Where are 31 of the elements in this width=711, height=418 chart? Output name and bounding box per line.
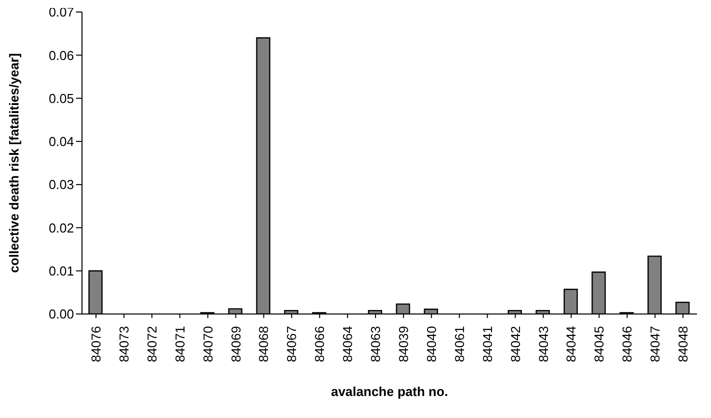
x-tick-label: 84047 [648, 326, 663, 362]
x-tick-label: 84063 [368, 326, 384, 362]
x-tick-label: 84070 [200, 326, 216, 362]
x-tick-label: 84046 [620, 326, 635, 362]
y-tick-label: 0.01 [48, 263, 74, 278]
x-tick-label: 84039 [396, 326, 411, 362]
x-tick-label: 84048 [676, 326, 691, 362]
x-tick-label: 84061 [452, 326, 467, 362]
x-tick-label: 84072 [144, 326, 160, 362]
x-tick-label: 84042 [508, 326, 523, 362]
x-tick-label: 84068 [256, 326, 272, 362]
x-tick-label: 84067 [284, 326, 300, 362]
y-tick-label: 0.05 [48, 90, 74, 106]
x-tick-label: 84069 [228, 326, 244, 362]
x-tick-label: 84064 [340, 326, 356, 362]
x-tick-label: 84073 [116, 326, 132, 362]
y-tick-label: 0.04 [48, 134, 74, 150]
y-tick-label: 0.03 [48, 177, 74, 192]
x-tick-label: 84043 [536, 326, 551, 362]
x-tick-label: 84040 [424, 326, 439, 362]
x-tick-label: 84045 [592, 326, 607, 362]
x-tick-label: 84041 [480, 326, 495, 362]
x-axis-title: avalanche path no. [330, 384, 448, 399]
y-tick-label: 0.06 [48, 48, 74, 63]
y-axis-title: collective death risk [fatalities/year] [6, 53, 22, 273]
y-tick-label: 0.00 [48, 306, 74, 322]
x-tick-label: 84076 [88, 326, 104, 362]
x-tick-label: 84044 [564, 326, 579, 362]
x-tick-label: 84066 [312, 326, 328, 362]
y-tick-label: 0.02 [48, 220, 74, 236]
x-tick-label: 84071 [172, 326, 188, 362]
